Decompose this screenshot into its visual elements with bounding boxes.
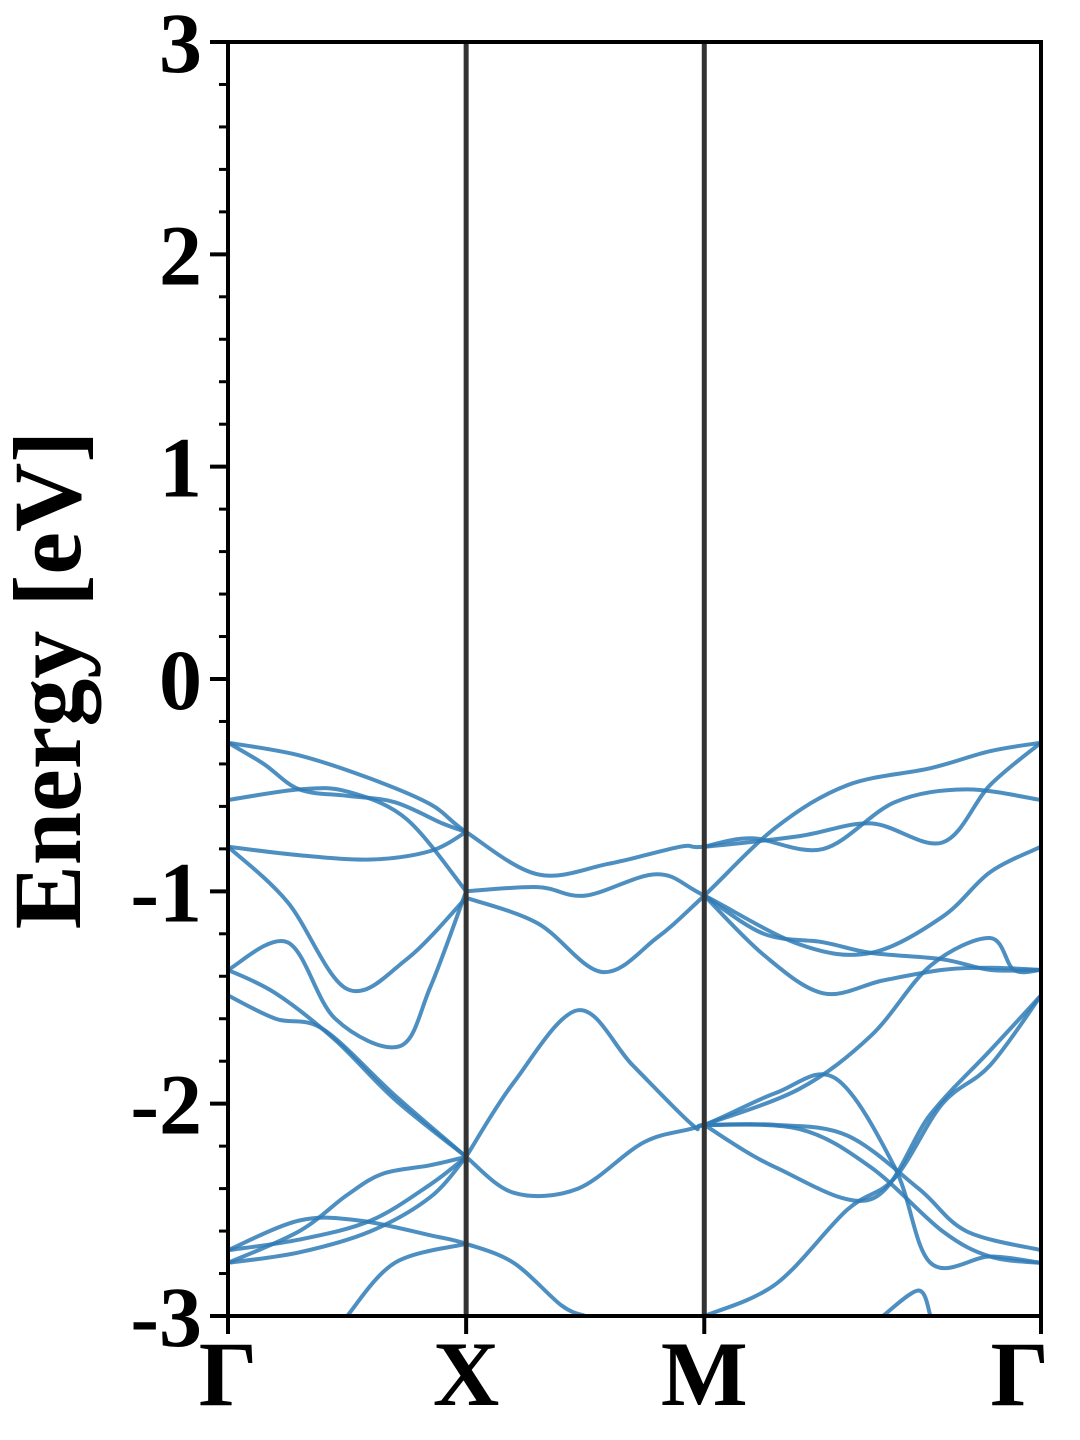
plot-background	[228, 42, 1041, 1316]
y-tick-label: -1	[130, 844, 202, 940]
band-line-17	[702, 1122, 1041, 1265]
band-line-3	[228, 786, 469, 894]
band-line-2	[228, 740, 469, 834]
band-line-7	[702, 787, 1041, 853]
band-line-16	[702, 936, 1041, 1127]
y-tick-label: 1	[159, 420, 202, 516]
band-line-20	[228, 1154, 469, 1265]
band-line-5	[464, 844, 1041, 957]
band-line-25	[880, 1288, 933, 1316]
band-line-6	[464, 740, 1041, 975]
y-tick-label: -2	[130, 1057, 202, 1153]
band-line-13	[228, 993, 469, 1159]
y-tick-label: 2	[159, 207, 202, 303]
band-line-24	[702, 993, 1041, 1316]
band-line-4	[228, 829, 469, 862]
band-line-22	[228, 1215, 588, 1316]
band-line-9	[702, 893, 1041, 997]
y-tick-label: 3	[159, 0, 202, 91]
x-tick-label-4: Γ	[990, 1323, 1049, 1425]
band-line-15	[464, 1072, 1041, 1271]
band-line-1	[228, 740, 1041, 878]
x-tick-label-1: Γ	[199, 1323, 258, 1425]
band-line-11	[228, 889, 469, 1050]
y-axis-label: Energy [eV]	[0, 431, 101, 930]
y-tick-label: -3	[130, 1269, 202, 1365]
band-line-8	[702, 893, 1041, 973]
x-tick-label-2: X	[433, 1323, 499, 1425]
y-tick-label: 0	[159, 632, 202, 728]
x-tick-label-3: M	[661, 1323, 748, 1425]
plot-area	[228, 42, 1041, 1316]
k-point-dividers	[463, 42, 707, 1316]
band-line-21	[228, 1154, 469, 1265]
band-line-10	[228, 844, 469, 994]
band-line-23	[345, 1241, 469, 1316]
